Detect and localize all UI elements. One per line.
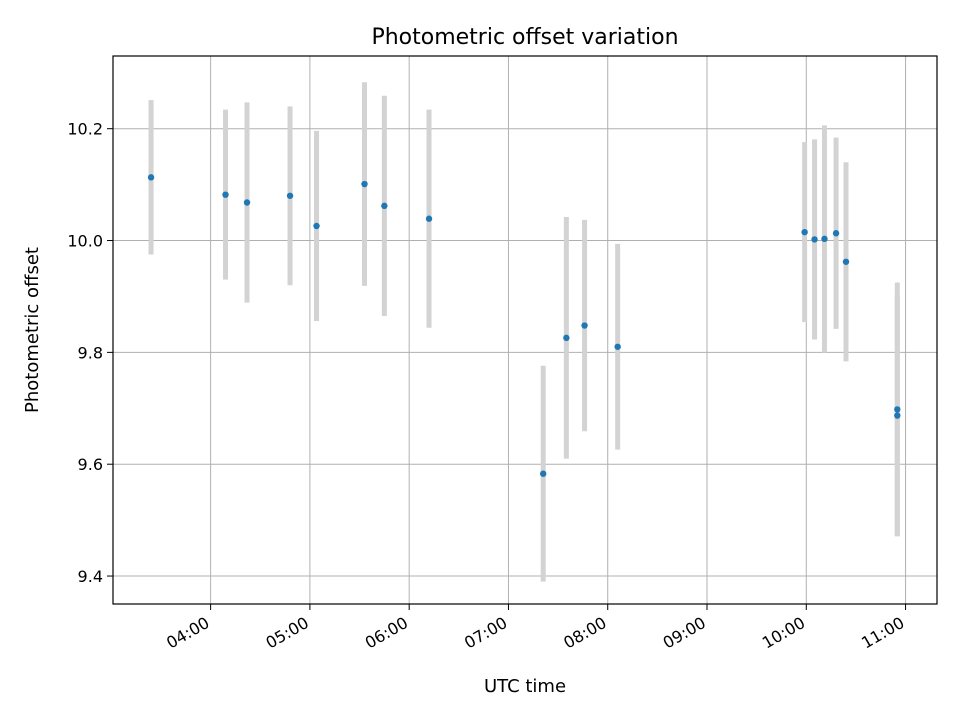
data-point bbox=[222, 191, 229, 198]
data-point bbox=[894, 412, 901, 419]
y-tick-label: 9.6 bbox=[78, 455, 103, 474]
data-point bbox=[147, 174, 155, 181]
y-tick-label: 10.0 bbox=[67, 232, 103, 251]
data-point bbox=[821, 235, 828, 243]
data-point bbox=[313, 222, 320, 230]
x-axis-label: UTC time bbox=[484, 676, 566, 697]
data-point bbox=[614, 343, 621, 350]
y-tick-label: 9.4 bbox=[78, 567, 103, 586]
x-tick-label: 08:00 bbox=[560, 613, 609, 653]
x-axis-ticks: 04:00 05:00 06:00 07:00 08:00 09:00 10:00 11:00 bbox=[163, 604, 908, 653]
y-tick-label: 10.2 bbox=[67, 120, 103, 139]
x-tick-label: 11:00 bbox=[858, 613, 907, 653]
data-point bbox=[361, 180, 368, 188]
plot-area bbox=[113, 56, 937, 604]
chart-title: Photometric offset variation bbox=[371, 25, 678, 50]
x-tick-label: 10:00 bbox=[759, 613, 808, 653]
data-point bbox=[563, 334, 570, 342]
x-tick-label: 05:00 bbox=[262, 613, 311, 653]
y-tick-label: 9.8 bbox=[78, 343, 103, 362]
x-tick-label: 07:00 bbox=[461, 613, 510, 653]
x-tick-label: 04:00 bbox=[163, 613, 212, 653]
data-point bbox=[540, 470, 547, 477]
data-point bbox=[381, 202, 388, 210]
data-point bbox=[894, 406, 901, 413]
plot-frame bbox=[112, 55, 938, 605]
data-point bbox=[811, 236, 818, 243]
data-points bbox=[147, 174, 901, 477]
data-point bbox=[581, 322, 588, 329]
data-point bbox=[286, 192, 294, 199]
data-point bbox=[425, 215, 433, 222]
data-point bbox=[842, 258, 850, 265]
y-axis-label: Photometric offset bbox=[22, 247, 43, 413]
data-point bbox=[243, 199, 251, 206]
x-tick-label: 06:00 bbox=[362, 613, 411, 653]
data-point bbox=[801, 228, 808, 236]
y-axis-ticks: 9.4 9.6 9.8 10.0 10.2 bbox=[67, 120, 113, 586]
data-point bbox=[832, 230, 840, 237]
grid-lines bbox=[113, 56, 937, 604]
x-tick-label: 09:00 bbox=[660, 613, 709, 653]
